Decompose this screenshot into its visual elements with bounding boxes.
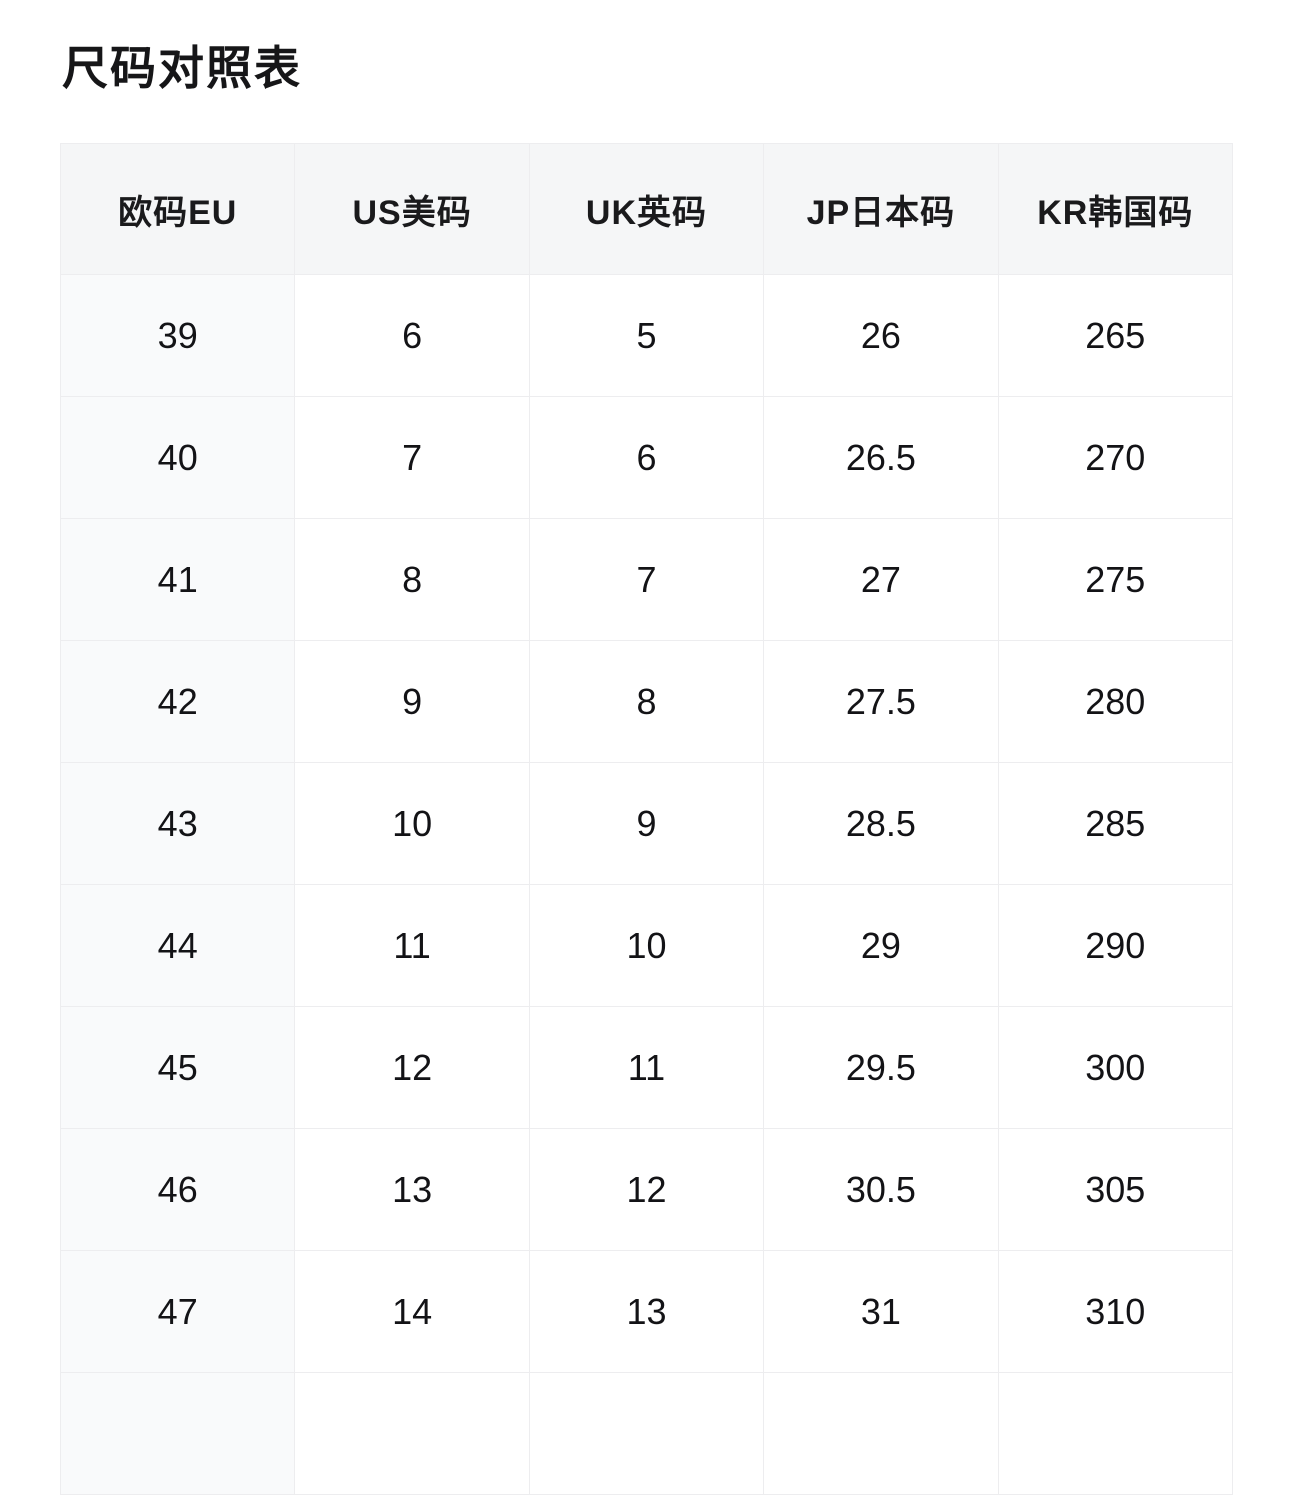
table-cell-jp: 27: [763, 518, 999, 641]
table-cell-kr: 290: [997, 884, 1234, 1007]
column-header-kr: KR韩国码: [997, 143, 1234, 275]
table-cell-jp: 29.5: [763, 1006, 999, 1129]
table-cell-kr: 300: [997, 1006, 1234, 1129]
table-cell-eu: 39: [59, 274, 296, 397]
table-cell-jp: 26: [763, 274, 999, 397]
table-cell-eu: 42: [59, 640, 296, 763]
header-row: 欧码EU US美码 UK英码 JP日本码 KR韩国码: [59, 143, 1234, 275]
table-cell-eu: 40: [59, 396, 296, 519]
table-cell-eu: 45: [59, 1006, 296, 1129]
table-cell-uk: [528, 1372, 765, 1495]
table-row-partial: [59, 1372, 1234, 1495]
column-header-jp: JP日本码: [763, 143, 999, 275]
table-cell-uk: 12: [528, 1128, 765, 1251]
size-conversion-table: 欧码EU US美码 UK英码 JP日本码 KR韩国码 39 6 5 26 265 40 7 6 26.5…: [59, 143, 1234, 1495]
table-header: 欧码EU US美码 UK英码 JP日本码 KR韩国码: [59, 143, 1234, 275]
table-row: 46 13 12 30.5 305: [59, 1128, 1234, 1251]
table-row: 43 10 9 28.5 285: [59, 762, 1234, 885]
page-title: 尺码对照表: [62, 42, 302, 94]
table-cell-jp: 30.5: [763, 1128, 999, 1251]
table-row: 39 6 5 26 265: [59, 274, 1234, 397]
table-cell-kr: 310: [997, 1250, 1234, 1373]
table-cell-jp: 29: [763, 884, 999, 1007]
table-cell-us: 12: [294, 1006, 530, 1129]
table-cell-uk: 13: [528, 1250, 765, 1373]
table-row: 44 11 10 29 290: [59, 884, 1234, 1007]
table-cell-kr: 265: [997, 274, 1234, 397]
table-cell-us: 9: [294, 640, 530, 763]
table-cell-jp: 26.5: [763, 396, 999, 519]
table-cell-us: 7: [294, 396, 530, 519]
table-cell-uk: 11: [528, 1006, 765, 1129]
table-cell-jp: 31: [763, 1250, 999, 1373]
table-cell-kr: 280: [997, 640, 1234, 763]
table-cell-us: 10: [294, 762, 530, 885]
table-cell-eu: 41: [59, 518, 296, 641]
table-row: 47 14 13 31 310: [59, 1250, 1234, 1373]
table-cell-jp: 27.5: [763, 640, 999, 763]
table-cell-us: 14: [294, 1250, 530, 1373]
table-body: 39 6 5 26 265 40 7 6 26.5 270 41 8 7 27 275 42 9 8 27.5 280…: [59, 274, 1234, 1495]
table-cell-eu: [59, 1372, 296, 1495]
table-cell-uk: 7: [528, 518, 765, 641]
table-cell-kr: 275: [997, 518, 1234, 641]
table-cell-uk: 5: [528, 274, 765, 397]
table-cell-uk: 8: [528, 640, 765, 763]
table-cell-kr: [997, 1372, 1234, 1495]
table-cell-kr: 305: [997, 1128, 1234, 1251]
table-cell-kr: 285: [997, 762, 1234, 885]
table-row: 40 7 6 26.5 270: [59, 396, 1234, 519]
table-cell-us: [294, 1372, 530, 1495]
column-header-eu: 欧码EU: [59, 143, 296, 275]
table-cell-us: 8: [294, 518, 530, 641]
table-cell-jp: [763, 1372, 999, 1495]
table-cell-eu: 44: [59, 884, 296, 1007]
table-cell-kr: 270: [997, 396, 1234, 519]
table-cell-us: 11: [294, 884, 530, 1007]
table-cell-uk: 9: [528, 762, 765, 885]
column-header-us: US美码: [294, 143, 530, 275]
table-cell-eu: 43: [59, 762, 296, 885]
table-row: 45 12 11 29.5 300: [59, 1006, 1234, 1129]
table-row: 41 8 7 27 275: [59, 518, 1234, 641]
table-row: 42 9 8 27.5 280: [59, 640, 1234, 763]
table-cell-uk: 6: [528, 396, 765, 519]
column-header-uk: UK英码: [528, 143, 765, 275]
table-cell-eu: 46: [59, 1128, 296, 1251]
table-cell-eu: 47: [59, 1250, 296, 1373]
table-cell-us: 6: [294, 274, 530, 397]
table-cell-uk: 10: [528, 884, 765, 1007]
table-cell-jp: 28.5: [763, 762, 999, 885]
table-cell-us: 13: [294, 1128, 530, 1251]
